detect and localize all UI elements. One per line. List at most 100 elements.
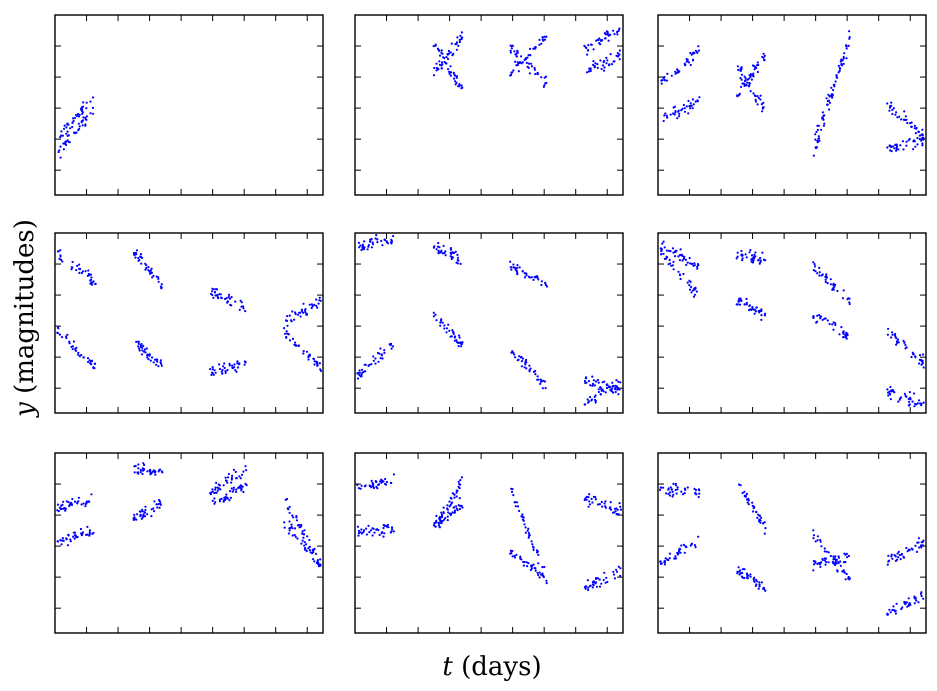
data-point: [669, 113, 672, 116]
data-point: [239, 477, 242, 480]
data-point: [283, 521, 286, 524]
data-point: [609, 389, 612, 392]
data-point: [139, 510, 142, 513]
data-point: [450, 257, 453, 261]
data-point: [745, 256, 748, 259]
data-point: [365, 533, 368, 536]
data-point: [749, 76, 752, 79]
data-point: [690, 291, 693, 294]
data-point: [682, 543, 686, 547]
data-point: [58, 333, 62, 336]
data-point: [147, 266, 150, 269]
data-point: [589, 384, 592, 387]
data-point: [156, 506, 159, 509]
data-point: [757, 96, 760, 100]
data-point: [890, 104, 893, 107]
data-point: [602, 64, 605, 67]
data-point: [591, 586, 594, 589]
data-point: [358, 371, 361, 374]
data-point: [583, 44, 586, 48]
data-point: [672, 260, 675, 263]
data-point: [759, 521, 762, 524]
data-point: [524, 526, 527, 529]
data-point: [89, 112, 92, 115]
panel-r1c1: [54, 14, 324, 196]
data-point: [318, 362, 321, 365]
data-point: [696, 265, 699, 268]
data-point: [908, 549, 911, 552]
data-point: [384, 239, 387, 242]
data-point: [383, 532, 386, 535]
data-point: [763, 314, 767, 317]
data-point: [741, 82, 744, 85]
data-point: [224, 476, 227, 479]
data-point: [739, 76, 742, 80]
data-point: [544, 282, 547, 285]
data-point: [238, 475, 241, 478]
data-point: [81, 112, 84, 115]
data-point: [435, 69, 438, 72]
data-point: [141, 510, 144, 513]
data-point: [89, 273, 93, 276]
data-point: [370, 363, 373, 366]
data-point: [316, 562, 319, 565]
data-point: [213, 502, 216, 505]
data-point: [840, 63, 843, 66]
data-point: [740, 66, 743, 69]
data-point: [832, 555, 835, 558]
data-point: [528, 369, 531, 372]
data-point: [71, 345, 74, 348]
data-point: [515, 64, 518, 67]
data-point: [749, 248, 752, 252]
data-point: [819, 538, 822, 542]
data-point: [146, 356, 149, 359]
data-point: [690, 53, 693, 56]
data-point: [514, 60, 517, 63]
data-point: [539, 382, 542, 385]
data-point: [890, 555, 893, 558]
data-point: [448, 512, 451, 515]
data-point: [739, 69, 743, 72]
data-point: [848, 302, 851, 306]
data-point: [617, 29, 620, 33]
data-point: [226, 476, 230, 479]
data-point: [824, 275, 827, 278]
data-point: [592, 379, 596, 382]
data-point: [838, 66, 841, 70]
data-point: [904, 394, 907, 397]
data-point: [583, 403, 586, 406]
data-point: [538, 43, 541, 46]
data-point: [159, 502, 162, 505]
data-point: [921, 359, 924, 362]
data-point: [460, 87, 463, 90]
data-point: [842, 62, 845, 65]
data-point: [73, 116, 77, 120]
data-point: [56, 326, 60, 329]
data-point: [154, 473, 157, 476]
data-point: [751, 501, 754, 504]
data-point: [740, 253, 744, 256]
data-point: [308, 353, 311, 356]
data-point: [68, 342, 71, 345]
data-point: [696, 267, 699, 270]
data-point: [156, 360, 159, 363]
data-point: [458, 336, 461, 339]
data-point: [440, 319, 443, 322]
data-point: [288, 314, 291, 317]
data-point: [920, 544, 923, 547]
data-point: [291, 337, 295, 340]
data-point: [889, 611, 892, 614]
data-point: [89, 282, 93, 285]
data-point: [907, 139, 910, 142]
data-point: [814, 138, 817, 141]
data-point: [153, 510, 156, 513]
data-point: [517, 358, 520, 361]
data-point: [439, 251, 442, 254]
data-point: [834, 555, 837, 558]
data-point: [285, 330, 288, 333]
data-point: [888, 559, 891, 562]
data-point: [605, 56, 608, 60]
data-point: [844, 335, 848, 339]
data-point: [154, 358, 157, 361]
data-point: [75, 269, 78, 272]
